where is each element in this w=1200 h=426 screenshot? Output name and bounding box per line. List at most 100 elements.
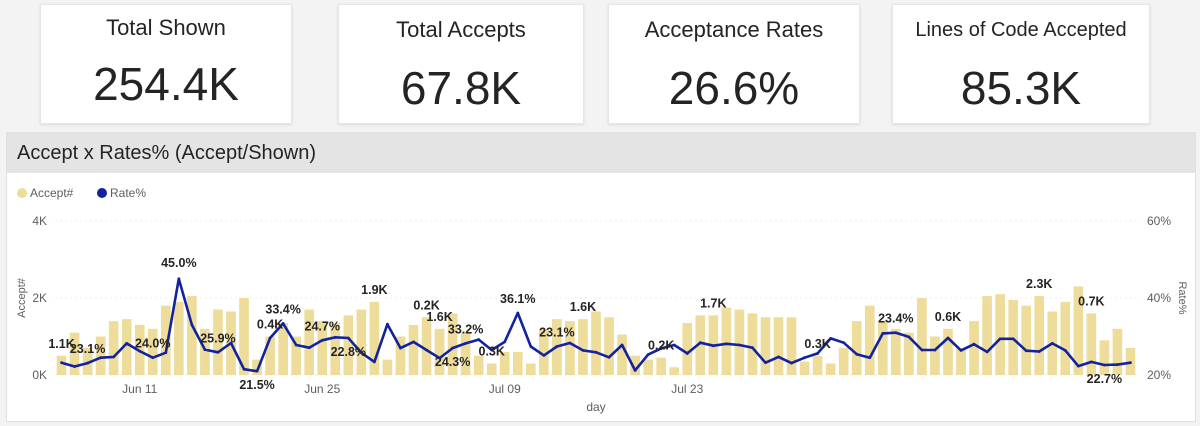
bar[interactable]	[278, 323, 288, 375]
rate-point[interactable]	[477, 338, 481, 341]
rate-point[interactable]	[294, 343, 298, 347]
rate-point[interactable]	[490, 348, 494, 352]
rate-point[interactable]	[320, 338, 324, 342]
bar[interactable]	[395, 336, 406, 376]
rate-point[interactable]	[1024, 349, 1028, 353]
rate-point[interactable]	[672, 343, 676, 347]
rate-point[interactable]	[99, 356, 103, 360]
rate-point[interactable]	[620, 343, 624, 347]
bar[interactable]	[382, 359, 393, 375]
bar[interactable]	[187, 296, 197, 375]
bar[interactable]	[838, 348, 849, 375]
bar[interactable]	[734, 309, 745, 375]
bar[interactable]	[421, 317, 432, 375]
rate-point[interactable]	[972, 342, 976, 346]
rate-point[interactable]	[412, 340, 415, 344]
rate-point[interactable]	[711, 344, 715, 348]
bar[interactable]	[904, 332, 914, 375]
rate-point[interactable]	[151, 356, 155, 360]
bar[interactable]	[539, 328, 549, 375]
rate-point[interactable]	[229, 341, 233, 345]
rate-point[interactable]	[281, 322, 285, 325]
rate-point[interactable]	[829, 337, 833, 340]
rate-point[interactable]	[777, 355, 780, 359]
bar[interactable]	[291, 336, 301, 376]
rate-point[interactable]	[581, 348, 585, 352]
rate-point[interactable]	[372, 360, 376, 364]
bar[interactable]	[721, 307, 732, 375]
bar[interactable]	[578, 319, 588, 375]
bar[interactable]	[499, 351, 510, 375]
kpi-card-total-accepts[interactable]: Total Accepts 67.8K	[338, 4, 584, 124]
bar[interactable]	[1086, 313, 1097, 375]
bar[interactable]	[1099, 340, 1110, 375]
bar[interactable]	[669, 367, 680, 375]
bar[interactable]	[147, 328, 158, 375]
bar[interactable]	[369, 301, 380, 375]
bar[interactable]	[108, 321, 119, 375]
bar[interactable]	[304, 309, 315, 375]
bar[interactable]	[877, 321, 888, 375]
rate-point[interactable]	[1037, 350, 1041, 353]
bar[interactable]	[1034, 296, 1045, 375]
bar[interactable]	[460, 332, 471, 375]
rate-point[interactable]	[698, 341, 702, 345]
rate-point[interactable]	[112, 355, 116, 359]
rate-point[interactable]	[125, 342, 129, 345]
rate-point[interactable]	[203, 348, 207, 351]
rate-point[interactable]	[359, 351, 363, 355]
rate-point[interactable]	[268, 336, 272, 340]
rate-point[interactable]	[503, 340, 507, 344]
bar[interactable]	[473, 355, 484, 375]
rate-point[interactable]	[1103, 363, 1106, 367]
bar[interactable]	[239, 298, 249, 375]
bar[interactable]	[943, 328, 953, 375]
bar[interactable]	[82, 348, 93, 375]
rate-point[interactable]	[399, 346, 402, 350]
rate-point[interactable]	[438, 356, 441, 360]
rate-point[interactable]	[724, 342, 728, 346]
rate-point[interactable]	[920, 348, 924, 352]
rate-point[interactable]	[216, 350, 220, 354]
bar[interactable]	[786, 317, 797, 375]
bar[interactable]	[343, 315, 354, 375]
rate-point[interactable]	[894, 331, 898, 335]
bar[interactable]	[956, 348, 966, 375]
bar[interactable]	[969, 321, 979, 375]
bar[interactable]	[656, 357, 667, 375]
bar[interactable]	[265, 336, 275, 376]
bar[interactable]	[434, 328, 445, 375]
bar[interactable]	[1021, 305, 1032, 375]
bar[interactable]	[773, 317, 784, 375]
bar[interactable]	[160, 305, 171, 375]
bar[interactable]	[56, 355, 67, 375]
bar[interactable]	[995, 294, 1005, 375]
rate-point[interactable]	[138, 349, 142, 353]
bar[interactable]	[812, 355, 823, 375]
bar[interactable]	[851, 321, 862, 375]
rate-point[interactable]	[1050, 342, 1054, 345]
bar[interactable]	[408, 324, 419, 375]
rate-point[interactable]	[255, 369, 259, 373]
kpi-card-total-shown[interactable]: Total Shown 254.4K	[40, 4, 292, 124]
bar[interactable]	[1073, 286, 1084, 375]
rate-point[interactable]	[516, 311, 520, 315]
bar[interactable]	[682, 323, 693, 375]
rate-point[interactable]	[190, 323, 194, 327]
rate-point[interactable]	[737, 343, 741, 347]
bar[interactable]	[213, 309, 223, 375]
rate-point[interactable]	[307, 346, 311, 350]
bar[interactable]	[512, 351, 523, 375]
bar[interactable]	[604, 317, 614, 375]
bar[interactable]	[591, 311, 601, 375]
rate-point[interactable]	[73, 365, 76, 368]
rate-point[interactable]	[907, 335, 911, 339]
rate-point[interactable]	[659, 347, 663, 350]
bar[interactable]	[174, 301, 184, 375]
rate-point[interactable]	[946, 336, 950, 340]
rate-point[interactable]	[985, 350, 989, 354]
bar[interactable]	[356, 309, 367, 375]
bar[interactable]	[799, 361, 810, 375]
chart-panel[interactable]: Accept x Rates% (Accept/Shown) Accept# Ra…	[6, 132, 1196, 422]
rate-point[interactable]	[346, 336, 350, 340]
